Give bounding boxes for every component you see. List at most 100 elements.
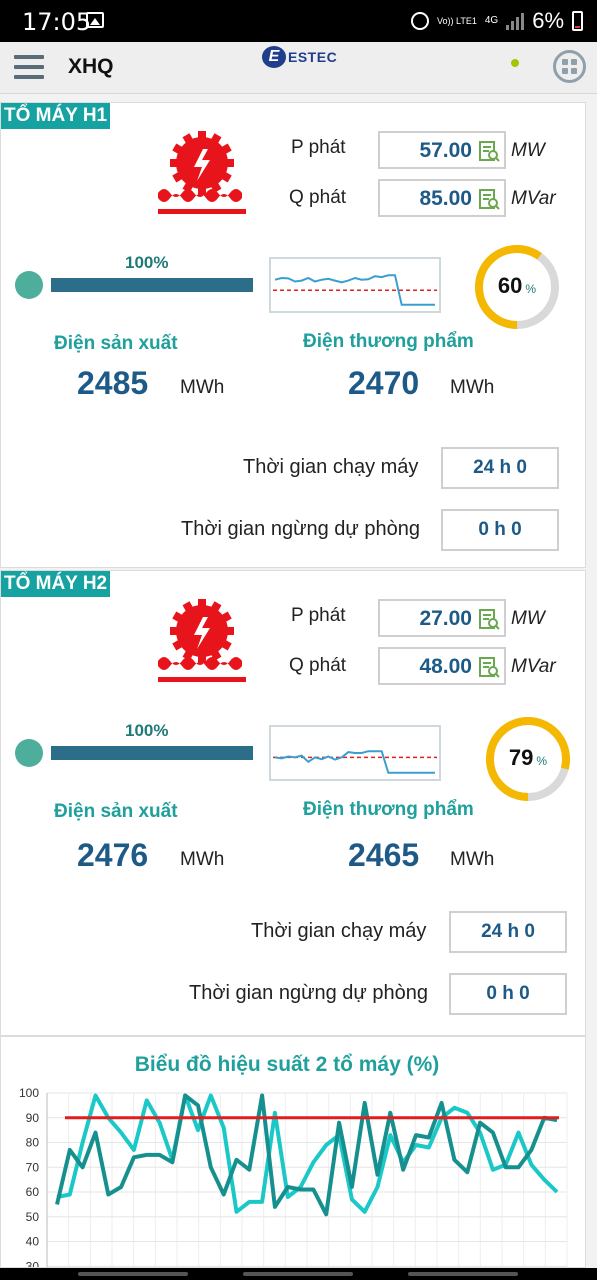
efficiency-chart: 1009080706050403020	[19, 1086, 568, 1267]
production-value: 2476	[77, 837, 149, 873]
p-value: 27.00	[419, 607, 472, 630]
nav-recent-button[interactable]	[78, 1272, 188, 1276]
commercial-value: 2470	[348, 365, 420, 401]
progress-bar	[51, 746, 253, 760]
q-value: 85.00	[419, 187, 472, 210]
y-tick-label: 30	[26, 1259, 40, 1267]
commercial-value: 2465	[348, 837, 420, 873]
status-time: 17:05	[22, 8, 92, 36]
status-right: Vo)) LTE1 4G 6%	[411, 8, 583, 34]
hydro-turbine-icon	[158, 131, 246, 214]
series-line-1	[56, 1093, 559, 1214]
volte-indicator: Vo)) LTE1	[437, 16, 477, 26]
gauge-unit: %	[525, 282, 537, 296]
sparkline-line	[274, 274, 435, 306]
run-time-label: Thời gian chạy máy	[243, 456, 419, 478]
p-unit: MW	[511, 608, 545, 629]
chart-title: Biểu đồ hiệu suất 2 tổ máy (%)	[134, 1053, 440, 1076]
nav-home-button[interactable]	[243, 1272, 353, 1276]
y-tick-label: 50	[26, 1210, 40, 1224]
app-bar: XHQ E ESTEC	[0, 42, 597, 94]
q-unit: MVar	[511, 656, 556, 677]
hydro-turbine-icon	[158, 599, 246, 682]
efficiency-gauge: 60%	[473, 243, 561, 331]
sparkline-line	[274, 750, 435, 774]
standby-time-label: Thời gian ngừng dự phòng	[181, 518, 420, 540]
battery-icon	[572, 11, 583, 31]
unit-tag: TỔ MÁY H1	[1, 103, 111, 129]
report-icon[interactable]	[479, 141, 500, 162]
gauge-value: 60	[497, 273, 523, 298]
progress-knob	[15, 739, 43, 767]
gallery-icon	[86, 12, 104, 28]
production-label: Điện sản xuất	[54, 801, 178, 822]
status-bar: 17:05 Vo)) LTE1 4G 6%	[0, 0, 597, 42]
commercial-unit: MWh	[450, 377, 495, 398]
apps-grid-button[interactable]	[553, 50, 586, 83]
production-unit: MWh	[180, 377, 225, 398]
q-unit: MVar	[511, 188, 556, 209]
progress-label: 100%	[125, 721, 169, 740]
connection-status-dot	[511, 59, 519, 67]
unit-tag: TỔ MÁY H2	[1, 571, 111, 597]
run-time-box[interactable]: 24 h 0	[449, 911, 567, 953]
y-tick-label: 70	[26, 1160, 40, 1174]
y-tick-label: 100	[19, 1086, 39, 1100]
network-type: 4G	[484, 15, 499, 26]
battery-percent: 6%	[532, 8, 564, 33]
p-value-box[interactable]: 27.00	[378, 599, 506, 637]
unit-panel-h2: TỔ MÁY H2 P phát 27.00 MW Q phát 48.00 M…	[0, 570, 586, 1036]
estec-logo: E ESTEC	[262, 46, 337, 68]
logo-text: ESTEC	[288, 49, 338, 65]
standby-time-box[interactable]: 0 h 0	[449, 973, 567, 1015]
p-value-box[interactable]: 57.00	[378, 131, 506, 169]
app-title: XHQ	[68, 55, 114, 78]
q-label: Q phát	[289, 655, 347, 676]
q-value: 48.00	[419, 655, 472, 678]
gauge-value: 79	[508, 745, 534, 770]
standby-time-box[interactable]: 0 h 0	[441, 509, 559, 551]
p-label: P phát	[291, 137, 346, 158]
commercial-unit: MWh	[450, 849, 495, 870]
report-icon[interactable]	[479, 609, 500, 630]
q-value-box[interactable]: 48.00	[378, 647, 506, 685]
progress-knob	[15, 271, 43, 299]
gauge-fill	[486, 717, 570, 801]
p-label: P phát	[291, 605, 346, 626]
gauge-fill	[475, 245, 559, 329]
series-line-2	[55, 1093, 558, 1217]
p-value: 57.00	[419, 139, 472, 162]
q-value-box[interactable]: 85.00	[378, 179, 506, 217]
efficiency-gauge: 79%	[484, 715, 572, 803]
nav-back-button[interactable]	[408, 1272, 518, 1276]
production-label: Điện sản xuất	[54, 333, 178, 354]
y-tick-label: 60	[26, 1185, 40, 1199]
unit-panel-h1: TỔ MÁY H1 P phát 57.00 MW Q phát 85.00 M…	[0, 102, 586, 568]
progress-bar	[51, 278, 253, 292]
commercial-label: Điện thương phẩm	[303, 331, 474, 352]
trend-sparkline	[269, 725, 441, 781]
logo-mark: E	[262, 46, 286, 68]
progress-label: 100%	[125, 253, 169, 272]
y-tick-label: 40	[26, 1235, 40, 1249]
y-tick-label: 80	[26, 1136, 40, 1150]
production-value: 2485	[77, 365, 149, 401]
report-icon[interactable]	[479, 189, 500, 210]
production-unit: MWh	[180, 849, 225, 870]
run-time-label: Thời gian chạy máy	[251, 920, 427, 942]
alarm-icon	[411, 12, 429, 30]
signal-icon	[506, 12, 525, 30]
gauge-unit: %	[536, 754, 548, 768]
run-time-box[interactable]: 24 h 0	[441, 447, 559, 489]
trend-sparkline	[269, 257, 441, 313]
y-tick-label: 90	[26, 1111, 40, 1125]
report-icon[interactable]	[479, 657, 500, 678]
q-label: Q phát	[289, 187, 347, 208]
p-unit: MW	[511, 140, 545, 161]
menu-icon[interactable]	[14, 55, 44, 79]
commercial-label: Điện thương phẩm	[303, 799, 474, 820]
system-nav-bar	[0, 1268, 597, 1280]
efficiency-chart-panel: Biểu đồ hiệu suất 2 tổ máy (%) 100 90 80 70…	[0, 1036, 586, 1268]
standby-time-label: Thời gian ngừng dự phòng	[189, 982, 428, 1004]
